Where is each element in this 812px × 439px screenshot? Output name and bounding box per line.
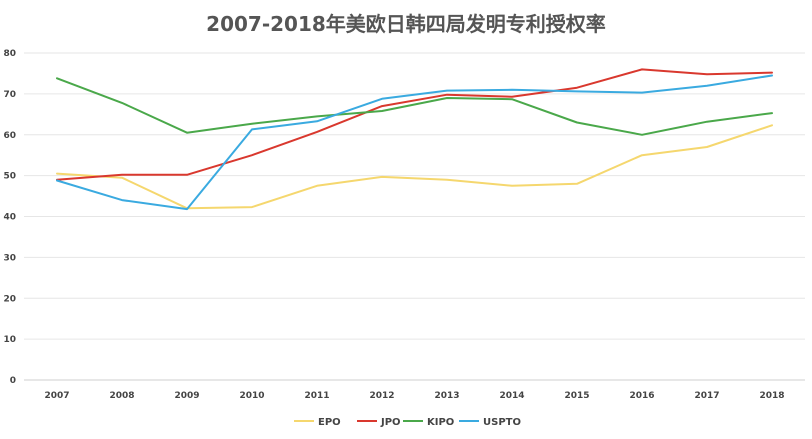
x-tick-label: 2014 — [499, 391, 524, 401]
y-tick-label: 0 — [10, 376, 16, 386]
y-tick-label: 40 — [3, 213, 16, 223]
axes: 0 10 20 30 40 50 60 70 80 2007 2008 2009 2010 2011 201… — [3, 49, 784, 401]
y-tick-label: 20 — [3, 294, 16, 304]
legend-label: USPTO — [483, 417, 521, 428]
series-lines — [56, 68, 773, 211]
y-tick-label: 10 — [3, 335, 16, 345]
x-tick-label: 2008 — [109, 391, 134, 401]
x-tick-label: 2018 — [759, 391, 784, 401]
series-line-jpo — [56, 68, 773, 181]
y-tick-label: 30 — [3, 253, 16, 263]
x-tick-label: 2015 — [564, 391, 589, 401]
chart-title: 2007-2018年美欧日韩四局发明专利授权率 — [206, 12, 606, 36]
legend: EPO JPO KIPO USPTO — [294, 417, 521, 428]
y-tick-label: 60 — [3, 131, 16, 141]
x-tick-label: 2017 — [694, 391, 719, 401]
legend-label: EPO — [318, 417, 341, 428]
x-tick-label: 2009 — [174, 391, 199, 401]
y-tick-label: 70 — [3, 90, 16, 100]
x-tick-label: 2010 — [239, 391, 264, 401]
x-tick-label: 2013 — [434, 391, 459, 401]
series-line-uspto — [56, 74, 773, 211]
x-tick-label: 2011 — [304, 391, 329, 401]
legend-label: KIPO — [427, 417, 454, 428]
y-tick-label: 50 — [3, 172, 16, 182]
grid-lines — [24, 52, 805, 381]
x-tick-label: 2016 — [629, 391, 654, 401]
series-line-epo — [56, 124, 773, 210]
x-tick-label: 2007 — [44, 391, 69, 401]
x-tick-label: 2012 — [369, 391, 394, 401]
y-tick-label: 80 — [3, 49, 16, 59]
series-line-kipo — [56, 77, 773, 136]
legend-label: JPO — [380, 417, 401, 428]
